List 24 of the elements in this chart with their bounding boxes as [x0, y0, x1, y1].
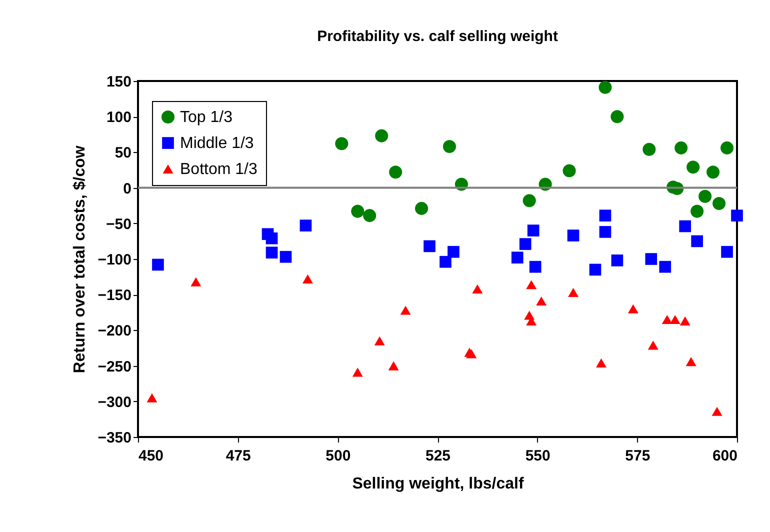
y-tick-label: −200	[98, 322, 132, 340]
x-tick-label: 600	[712, 448, 738, 464]
x-tick-label: 575	[625, 448, 650, 464]
x-tick-label: 550	[525, 448, 550, 464]
y-tick-label: −100	[98, 252, 132, 268]
y-tick-label: 150	[106, 74, 132, 90]
y-tick-label: −250	[98, 358, 132, 376]
y-tick-label: 50	[114, 144, 132, 162]
y-axis-title: Return over total costs, $/cow	[72, 145, 89, 374]
x-tick-label: 525	[425, 448, 451, 464]
x-tick-label: 500	[326, 448, 351, 464]
x-tick-label: 450	[138, 448, 164, 464]
legend-label: Top 1/3	[180, 109, 233, 126]
y-tick-label: −150	[98, 287, 132, 304]
y-tick-label: −50	[106, 216, 132, 233]
x-axis-title: Selling weight, lbs/calf	[352, 476, 524, 492]
legend-label: Middle 1/3	[180, 135, 254, 152]
x-tick-label: 475	[226, 448, 251, 464]
chart-title: Profitability vs. calf selling weight	[317, 28, 558, 45]
y-tick-label: −350	[98, 430, 132, 446]
y-tick-label: 0	[123, 180, 132, 198]
legend-label: Bottom 1/3	[180, 161, 258, 178]
y-tick-label: −300	[98, 394, 132, 411]
y-tick-label: 100	[106, 109, 132, 126]
